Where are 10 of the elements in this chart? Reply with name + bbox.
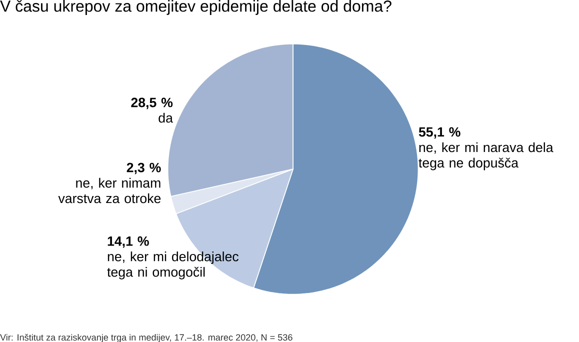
slice-label: da: [158, 112, 173, 122]
data-label: 14,1 %: [108, 236, 149, 248]
text: Vir: Inštitut za raziskovanje trga in medijev, 17.–18. marec 2020, N = 536: [0, 334, 292, 342]
data-label: 28,5 %: [131, 98, 173, 109]
slice-label: ne, ker nimam varstva za otroke: [58, 178, 161, 203]
data-label: 2,3 %: [126, 162, 161, 174]
data-label: 55,1 %: [418, 127, 460, 138]
slice-label: ne, ker mi narava dela tega ne dopušča: [418, 142, 554, 170]
chart-title: V času ukrepov za omejitev epidemije delate od doma?: [0, 0, 392, 15]
slice-label: ne, ker mi delodajalec tega ni omogočil: [107, 251, 238, 280]
